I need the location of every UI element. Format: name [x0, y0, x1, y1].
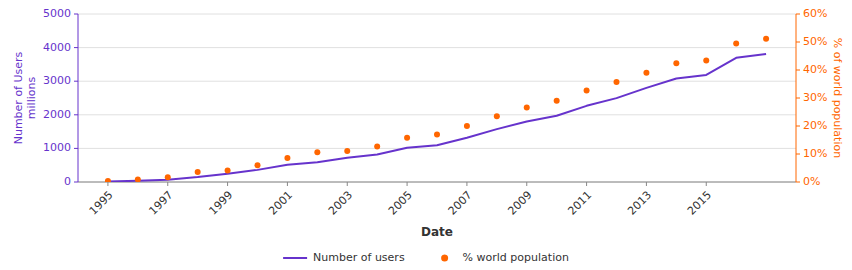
legend: Number of users % world population: [283, 251, 569, 264]
x-tick-label: 1999: [206, 189, 235, 218]
y2-tick-label: 20%: [803, 119, 827, 132]
x-tick-label: 2007: [446, 189, 475, 218]
x-tick-label: 2011: [565, 189, 594, 218]
y-axis-label-line: Number of Users: [12, 51, 25, 144]
point: [554, 98, 560, 104]
point: [584, 87, 590, 93]
x-tick: [227, 182, 228, 186]
x-tick: [466, 182, 467, 186]
x-tick-label: 1997: [147, 189, 176, 218]
grid-line: [78, 114, 796, 115]
y2-tick: [796, 14, 800, 15]
y-axis-label: Number of Usersmillions: [12, 51, 38, 144]
x-ticks: 1995 1997 1999 2001 2003 2005 2007 2009 2011 2013…: [87, 182, 714, 218]
y2-tick-label: 10%: [803, 147, 827, 160]
x-tick: [167, 182, 168, 186]
y-tick-label: 0: [64, 175, 71, 188]
legend-swatch: [283, 257, 307, 259]
x-tick: [347, 182, 348, 186]
y2-ticks: 0% 10% 20% 30% 40% 50% 60%: [796, 7, 827, 188]
point: [524, 105, 530, 111]
x-axis-line: [78, 182, 796, 183]
y2-tick: [796, 182, 800, 183]
y-tick: [74, 182, 78, 183]
y2-tick-label: 40%: [803, 63, 827, 76]
x-tick: [107, 182, 108, 186]
y-tick-label: 3000: [43, 74, 71, 87]
point: [195, 169, 201, 175]
grid-line: [78, 182, 796, 183]
y-tick: [74, 148, 78, 149]
y-tick-label: 1000: [43, 141, 71, 154]
y2-tick-label: 30%: [803, 91, 827, 104]
y-axis-line: [78, 14, 79, 182]
y2-tick: [796, 154, 800, 155]
point: [165, 174, 171, 180]
y2-tick-label: 50%: [803, 35, 827, 48]
y-tick: [74, 14, 78, 15]
y2-tick-label: 60%: [803, 7, 827, 20]
point: [314, 149, 320, 155]
grid-line: [78, 81, 796, 82]
point: [434, 131, 440, 137]
y-tick-label: 4000: [43, 41, 71, 54]
point: [344, 148, 350, 154]
x-axis-label: Date: [421, 225, 453, 239]
x-tick: [287, 182, 288, 186]
legend-item: % world population: [441, 251, 569, 264]
x-tick-label: 2009: [506, 189, 535, 218]
x-tick-label: 2005: [386, 189, 415, 218]
x-tick-label: 2001: [266, 189, 295, 218]
point: [494, 113, 500, 119]
line: [108, 54, 766, 182]
y-axis-label-line: millions: [25, 77, 38, 120]
y2-tick: [796, 98, 800, 99]
plot-data: [105, 36, 769, 182]
legend-item: Number of users: [283, 251, 405, 264]
chart: 1995 1997 1999 2001 2003 2005 2007 2009 2011 2013…: [0, 0, 852, 270]
legend-swatch: [441, 255, 448, 262]
x-tick-label: 2003: [326, 189, 355, 218]
y2-tick: [796, 126, 800, 127]
point: [703, 57, 709, 63]
point: [763, 36, 769, 42]
y-ticks: 0 1000 2000 3000 4000 5000: [43, 7, 78, 188]
x-tick: [586, 182, 587, 186]
y2-axis-label: % of world population: [831, 38, 844, 158]
x-tick-label: 1995: [87, 189, 116, 218]
legend-label: Number of users: [313, 251, 405, 264]
y-tick: [74, 114, 78, 115]
grid-line: [78, 148, 796, 149]
point: [643, 70, 649, 76]
point: [284, 155, 290, 161]
grid-line: [78, 47, 796, 48]
x-tick-label: 2015: [685, 189, 714, 218]
y2-tick: [796, 42, 800, 43]
point: [733, 40, 739, 46]
y2-tick-label: 0%: [803, 175, 820, 188]
y-tick-label: 2000: [43, 108, 71, 121]
point: [255, 162, 261, 168]
legend-label: % world population: [463, 251, 569, 264]
x-tick: [646, 182, 647, 186]
point: [135, 176, 141, 182]
point: [464, 123, 470, 129]
point: [614, 79, 620, 85]
point: [105, 178, 111, 182]
grid: [78, 14, 796, 182]
x-tick: [706, 182, 707, 186]
x-tick-label: 2013: [625, 189, 654, 218]
point: [225, 168, 231, 174]
y2-tick: [796, 70, 800, 71]
y-tick: [74, 81, 78, 82]
point: [374, 143, 380, 149]
x-tick: [407, 182, 408, 186]
y-tick-label: 5000: [43, 7, 71, 20]
x-tick: [526, 182, 527, 186]
y-tick: [74, 47, 78, 48]
point: [404, 135, 410, 141]
point: [673, 60, 679, 66]
grid-line: [78, 14, 796, 15]
